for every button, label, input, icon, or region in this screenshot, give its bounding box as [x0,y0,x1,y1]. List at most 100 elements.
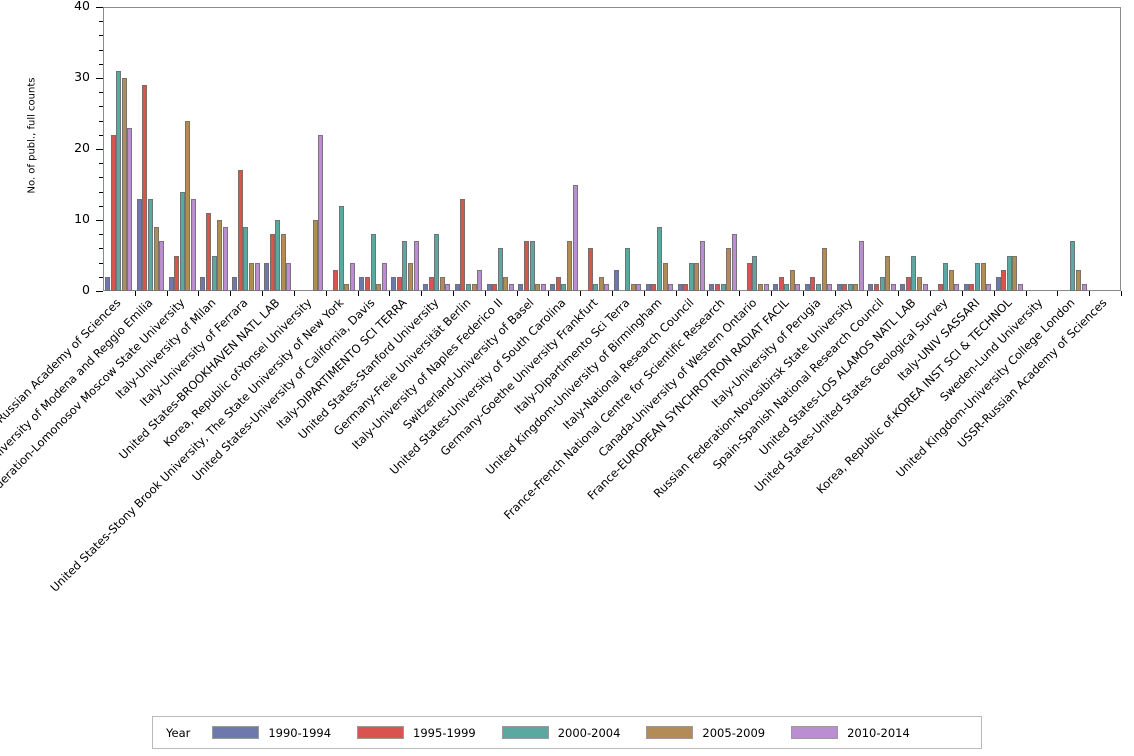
bar[interactable] [535,283,541,291]
bar[interactable] [518,283,524,291]
bar[interactable] [688,262,694,291]
bar[interactable] [821,248,827,291]
bar[interactable] [402,241,408,291]
bar[interactable] [587,248,593,291]
bar[interactable] [190,198,196,291]
bar[interactable] [636,283,642,291]
bar[interactable] [555,276,561,291]
bar[interactable] [651,283,657,291]
bar[interactable] [200,276,206,291]
bar[interactable] [408,262,414,291]
bar[interactable] [312,220,318,291]
bar[interactable] [413,241,419,291]
bar[interactable] [1001,269,1007,291]
bar[interactable] [222,227,228,291]
bar[interactable] [275,220,281,291]
bar[interactable] [153,227,159,291]
legend-entry[interactable]: 2010-2014 [791,726,910,740]
bar[interactable] [338,205,344,291]
bar[interactable] [396,276,402,291]
bar[interactable] [810,276,816,291]
bar[interactable] [905,276,911,291]
bar[interactable] [116,70,122,291]
bar[interactable] [428,276,434,291]
bar[interactable] [656,227,662,291]
bar[interactable] [237,170,243,291]
bar[interactable] [344,283,350,291]
bar[interactable] [995,276,1001,291]
bar[interactable] [778,276,784,291]
bar[interactable] [365,276,370,291]
bar[interactable] [772,283,778,291]
bar[interactable] [900,283,906,291]
bar[interactable] [683,283,689,291]
bar[interactable] [524,241,530,291]
bar[interactable] [445,283,451,291]
bar[interactable] [1076,269,1082,291]
bar[interactable] [269,234,275,291]
bar[interactable] [980,262,986,291]
bar[interactable] [104,276,110,291]
bar[interactable] [975,262,981,291]
bar[interactable] [376,283,382,291]
bar[interactable] [937,283,943,291]
bar[interactable] [159,241,165,291]
bar[interactable] [486,283,492,291]
bar[interactable] [121,78,127,291]
bar[interactable] [477,269,483,291]
bar[interactable] [954,283,960,291]
bar[interactable] [174,255,180,291]
bar[interactable] [381,262,387,291]
legend-entry[interactable]: 1990-1994 [212,726,331,740]
bar[interactable] [434,234,440,291]
bar[interactable] [492,283,498,291]
bar[interactable] [439,276,445,291]
bar[interactable] [804,283,810,291]
bar[interactable] [333,269,339,291]
bar[interactable] [598,276,604,291]
bar[interactable] [789,269,795,291]
bar[interactable] [370,234,376,291]
bar[interactable] [714,283,720,291]
bar[interactable] [943,262,949,291]
bar[interactable] [205,212,211,291]
bar[interactable] [1006,255,1012,291]
bar[interactable] [815,283,821,291]
bar[interactable] [858,241,864,291]
bar[interactable] [1081,283,1087,291]
bar[interactable] [540,283,546,291]
bar[interactable] [232,276,238,291]
bar[interactable] [969,283,975,291]
bar[interactable] [827,283,833,291]
bar[interactable] [254,262,260,291]
bar[interactable] [847,283,853,291]
bar[interactable] [211,255,217,291]
bar[interactable] [842,283,848,291]
bar[interactable] [757,283,763,291]
bar[interactable] [1070,241,1076,291]
bar[interactable] [471,283,477,291]
bar[interactable] [613,269,619,291]
bar[interactable] [948,269,954,291]
bar[interactable] [142,85,148,291]
bar[interactable] [147,198,153,291]
legend-entry[interactable]: 1995-1999 [357,726,476,740]
bar[interactable] [1012,255,1018,291]
bar[interactable] [509,283,515,291]
bar[interactable] [677,283,683,291]
bar[interactable] [917,276,923,291]
bar[interactable] [694,262,700,291]
bar[interactable] [731,234,737,291]
bar[interactable] [879,276,885,291]
bar[interactable] [709,283,715,291]
bar[interactable] [503,276,509,291]
legend-entry[interactable]: 2000-2004 [501,726,620,740]
bar[interactable] [179,191,185,291]
bar[interactable] [593,283,599,291]
bar[interactable] [645,283,651,291]
bar[interactable] [963,283,969,291]
bar[interactable] [280,234,286,291]
bar[interactable] [986,283,992,291]
bar[interactable] [752,255,758,291]
bar[interactable] [550,283,556,291]
